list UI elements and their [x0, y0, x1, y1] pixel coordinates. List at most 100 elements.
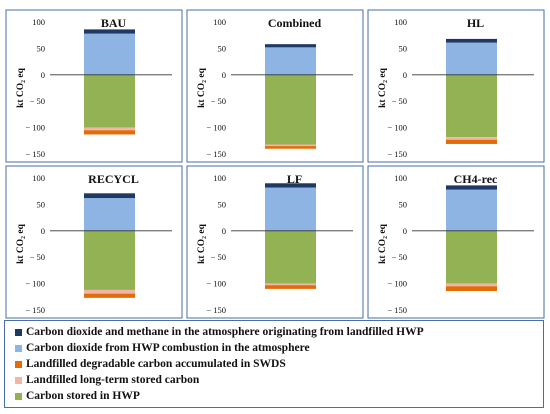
- legend-swatch: [15, 360, 22, 368]
- y-tick-label: − 50: [211, 252, 226, 262]
- y-tick-label: − 50: [211, 96, 226, 106]
- legend-swatch: [15, 344, 22, 352]
- bar-segment-swds: [84, 130, 135, 135]
- bar-segment-combustion: [265, 47, 316, 75]
- y-axis-label: kt CO₂ eq: [197, 223, 207, 264]
- y-axis-label: kt CO₂ eq: [16, 67, 26, 108]
- bar-segment-combustion: [446, 42, 497, 75]
- legend-entry-swds: Landfilled degradable carbon accumulated…: [15, 357, 286, 371]
- bar-segment-stored-hwp: [265, 74, 316, 145]
- y-tick-label: 100: [394, 17, 407, 27]
- y-tick-label: 100: [394, 173, 407, 183]
- y-tick-label: − 50: [30, 252, 45, 262]
- y-axis-label: kt CO₂ eq: [16, 223, 26, 264]
- panel-title: BAU: [101, 16, 127, 30]
- bar-segment-long-term: [84, 289, 135, 294]
- legend: Carbon dioxide and methane in the atmosp…: [4, 320, 544, 408]
- y-tick-label: 100: [213, 173, 226, 183]
- panel-title: HL: [467, 16, 484, 30]
- y-tick-label: 100: [213, 17, 226, 27]
- y-tick-label: − 100: [206, 123, 226, 133]
- y-tick-label: − 150: [25, 305, 45, 315]
- legend-swatch: [15, 376, 22, 384]
- y-tick-label: − 150: [25, 149, 45, 159]
- legend-label: Carbon stored in HWP: [26, 390, 140, 402]
- y-tick-label: − 50: [30, 96, 45, 106]
- legend-label: Landfilled degradable carbon accumulated…: [26, 358, 286, 370]
- panel-ch4-rec: kt CO₂ eq 100 50 0 − 50 − 100 − 150 CH4-rec: [367, 165, 545, 319]
- bar-segment-combustion: [84, 33, 135, 75]
- panel-bau: kt CO₂ eq 100 50 0 − 50 − 100 − 150 BAU: [5, 9, 183, 163]
- bar-segment-stored-hwp: [84, 230, 135, 290]
- bar-segment-combustion: [265, 187, 316, 231]
- y-tick-label: 0: [41, 226, 45, 236]
- y-tick-label: − 100: [25, 123, 45, 133]
- y-tick-label: − 150: [206, 305, 226, 315]
- y-tick-label: − 50: [392, 252, 407, 262]
- legend-entry-long-term: Landfilled long-term stored carbon: [15, 373, 199, 387]
- y-axis-label: kt CO₂ eq: [378, 223, 388, 264]
- bar-segment-swds: [265, 146, 316, 149]
- panel-title: Combined: [268, 16, 322, 30]
- legend-label: Landfilled long-term stored carbon: [26, 374, 200, 386]
- panel-title: RECYCL: [88, 172, 139, 186]
- bar-segment-long-term: [84, 127, 135, 131]
- bar-segment-landfill-atm: [446, 38, 497, 43]
- y-tick-label: 50: [37, 43, 46, 53]
- bar-segment-stored-hwp: [265, 230, 316, 284]
- y-tick-label: 50: [37, 199, 46, 209]
- y-tick-label: − 100: [387, 123, 407, 133]
- legend-entry-landfill-atm: Carbon dioxide and methane in the atmosp…: [15, 325, 424, 339]
- panel-title: CH4-rec: [454, 172, 498, 186]
- y-tick-label: 100: [32, 17, 45, 27]
- legend-label: Carbon dioxide from HWP combustion in th…: [26, 342, 310, 354]
- y-tick-label: 100: [32, 173, 45, 183]
- bar-segment-long-term: [265, 283, 316, 286]
- legend-swatch: [15, 328, 22, 336]
- bar-segment-landfill-atm: [265, 44, 316, 48]
- bar-segment-combustion: [84, 198, 135, 231]
- y-tick-label: − 100: [387, 279, 407, 289]
- y-tick-label: 0: [222, 70, 226, 80]
- y-tick-label: 0: [403, 226, 407, 236]
- bar-segment-swds: [446, 139, 497, 144]
- bar-segment-stored-hwp: [446, 74, 497, 138]
- y-axis-label: kt CO₂ eq: [378, 67, 388, 108]
- legend-entry-combustion: Carbon dioxide from HWP combustion in th…: [15, 341, 310, 355]
- bar-segment-landfill-atm: [84, 193, 135, 199]
- y-tick-label: − 100: [206, 279, 226, 289]
- bar-segment-landfill-atm: [446, 185, 497, 190]
- y-tick-label: 50: [218, 43, 227, 53]
- bar-segment-landfill-atm: [265, 183, 316, 188]
- bar-segment-long-term: [265, 144, 316, 147]
- y-tick-label: 50: [399, 199, 408, 209]
- legend-swatch: [15, 392, 22, 400]
- bar-segment-stored-hwp: [446, 230, 497, 284]
- bar-segment-stored-hwp: [84, 74, 135, 128]
- panel-title: LF: [287, 172, 302, 186]
- panel-combined: kt CO₂ eq 100 50 0 − 50 − 100 − 150 Combined: [186, 9, 364, 163]
- panel-recycl: kt CO₂ eq 100 50 0 − 50 − 100 − 150 RECYCL: [5, 165, 183, 319]
- bar-segment-long-term: [446, 137, 497, 140]
- bar-segment-combustion: [446, 189, 497, 231]
- legend-label: Carbon dioxide and methane in the atmosp…: [26, 326, 424, 338]
- y-tick-label: − 50: [392, 96, 407, 106]
- panel-hl: kt CO₂ eq 100 50 0 − 50 − 100 − 150 HL: [367, 9, 545, 163]
- legend-entry-stored-hwp: Carbon stored in HWP: [15, 389, 140, 403]
- y-tick-label: 50: [399, 43, 408, 53]
- bar-segment-long-term: [446, 283, 497, 287]
- bar-segment-landfill-atm: [84, 29, 135, 34]
- y-tick-label: − 150: [206, 149, 226, 159]
- y-tick-label: 0: [41, 70, 45, 80]
- y-tick-label: 0: [403, 70, 407, 80]
- y-tick-label: − 150: [387, 305, 407, 315]
- y-tick-label: 0: [222, 226, 226, 236]
- bar-segment-swds: [265, 285, 316, 289]
- panel-lf: kt CO₂ eq 100 50 0 − 50 − 100 − 150 LF: [186, 165, 364, 319]
- bar-segment-swds: [446, 286, 497, 291]
- y-tick-label: − 150: [387, 149, 407, 159]
- bar-segment-swds: [84, 293, 135, 298]
- y-tick-label: − 100: [25, 279, 45, 289]
- y-axis-label: kt CO₂ eq: [197, 67, 207, 108]
